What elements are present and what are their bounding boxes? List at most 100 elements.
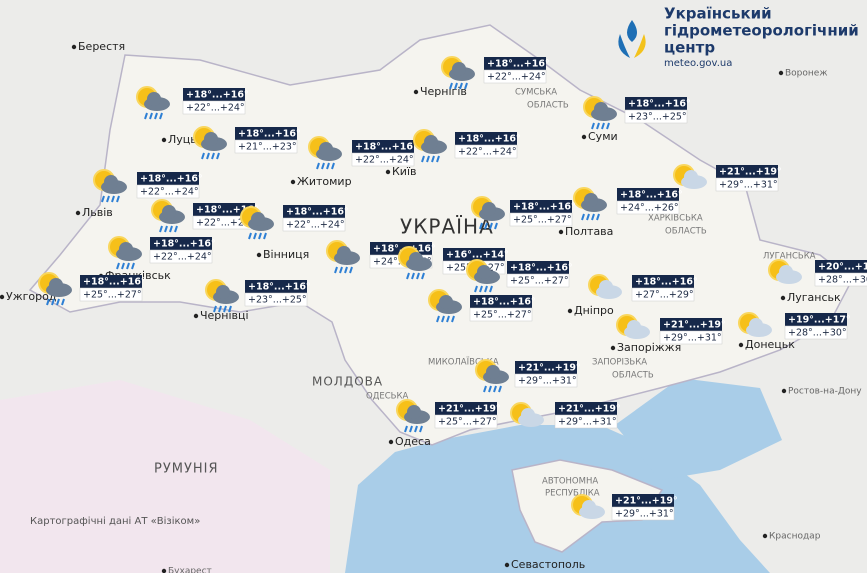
- day-temp: +25°...+27°: [513, 215, 572, 226]
- night-temp: +18°...+16°: [458, 134, 521, 145]
- rain: [131, 262, 135, 270]
- badge-day-bg: [351, 152, 415, 167]
- forecast: +19°...+17° +28°...+30°: [738, 312, 851, 340]
- badge-night-bg: [617, 188, 679, 201]
- rain: [421, 272, 425, 280]
- rain: [464, 82, 468, 90]
- night-temp: +18°...+16°: [628, 99, 691, 110]
- night-temp: +18°...+16°: [286, 207, 349, 218]
- day-temp: +22°...+24°: [153, 252, 212, 263]
- rain: [409, 425, 413, 433]
- rain: [258, 232, 262, 240]
- rain: [106, 195, 110, 203]
- badge-night-bg: [660, 318, 722, 331]
- night-temp: +21°...+19°: [719, 167, 782, 178]
- city-dot: [161, 137, 167, 143]
- rain: [101, 195, 105, 203]
- night-temp: +16°...+14°: [446, 250, 509, 261]
- day-temp: +28°...+30°: [788, 328, 847, 339]
- night-temp: +18°...+16°: [513, 202, 576, 213]
- city-label: Львів: [82, 206, 113, 219]
- rain: [404, 425, 408, 433]
- rain: [326, 162, 330, 170]
- country-label: МОЛДОВА: [312, 375, 383, 389]
- rain: [591, 122, 595, 130]
- rain: [494, 222, 498, 230]
- day-temp: +25°...+27°: [83, 290, 142, 301]
- night-temp: +20°...+18°: [818, 262, 867, 273]
- rain: [488, 385, 492, 393]
- night-temp: +18°...+16°: [140, 174, 203, 185]
- cloud: [147, 92, 161, 106]
- badge-night-bg: [555, 402, 617, 415]
- badge-night-bg: [470, 295, 532, 308]
- night-temp: +18°...+16°: [196, 205, 259, 216]
- forecast: +18°...+16° +22°...+24°: [441, 56, 550, 90]
- rain: [164, 225, 168, 233]
- day-temp: +22°...+24°: [186, 103, 245, 114]
- forecast: +18°...+16° +25°...+27°: [471, 196, 576, 230]
- city-dot: [413, 89, 419, 95]
- forecast: +21°...+19° +29°...+31°: [571, 494, 678, 521]
- cloud: [594, 102, 608, 116]
- city-label: Київ: [392, 165, 417, 178]
- rain: [51, 298, 55, 306]
- badge-night-bg: [507, 261, 569, 274]
- credit: Картографічні дані АТ «Візіком»: [30, 515, 200, 527]
- rain: [56, 298, 60, 306]
- badge-night-bg: [137, 172, 199, 185]
- city-dot: [610, 345, 616, 351]
- badge-day-bg: [483, 69, 547, 84]
- forecast: +18°...+16° +22°...+24°: [308, 136, 418, 170]
- day-temp: +29°...+31°: [518, 376, 577, 387]
- rain: [483, 385, 487, 393]
- rain: [169, 225, 173, 233]
- rain: [414, 425, 418, 433]
- rain: [248, 232, 252, 240]
- cloud: [627, 320, 641, 334]
- city-dot: [75, 210, 81, 216]
- region-label: МИКОЛАЇВСЬКА: [428, 357, 499, 368]
- badge-night-bg: [484, 57, 546, 70]
- cloud: [779, 265, 793, 279]
- rain: [116, 195, 120, 203]
- badge-night-bg: [283, 205, 345, 218]
- rain: [321, 162, 325, 170]
- day-temp: +25°...+27°: [510, 276, 569, 287]
- night-temp: +18°...+16°: [635, 277, 698, 288]
- forecast: +20°...+18° +28°...+30°: [768, 259, 867, 287]
- night-temp: +18°...+16°: [238, 129, 301, 140]
- rain: [216, 152, 220, 160]
- rain: [218, 305, 222, 313]
- badge-night-bg: [235, 127, 297, 140]
- city-dot: [581, 134, 587, 140]
- rain: [596, 122, 600, 130]
- night-temp: +21°...+19°: [438, 404, 501, 415]
- day-temp: +23°...+25°: [248, 295, 307, 306]
- rain: [498, 385, 502, 393]
- cloud: [319, 142, 333, 156]
- cloud: [582, 500, 596, 514]
- rain: [46, 298, 50, 306]
- city-dot: [71, 44, 77, 50]
- badge-night-bg: [632, 275, 694, 288]
- rain: [459, 82, 463, 90]
- city-dot: [388, 439, 394, 445]
- badge-day-bg: [506, 273, 570, 288]
- night-temp: +18°...+16°: [473, 297, 536, 308]
- rain: [111, 195, 115, 203]
- night-temp: +18°...+16°: [510, 263, 573, 274]
- night-temp: +18°...+16°: [153, 239, 216, 250]
- forecast: +18°...+16° +24°...+26°: [573, 187, 683, 221]
- rain: [446, 315, 450, 323]
- day-temp: +22°...+24°: [487, 72, 546, 83]
- badge-day-bg: [244, 292, 308, 307]
- day-temp: +22°...+24°: [286, 220, 345, 231]
- city-label: Донецьк: [745, 338, 795, 351]
- day-temp: +22°...+24°: [355, 155, 414, 166]
- cloud: [599, 280, 613, 294]
- night-temp: +18°...+16°: [620, 190, 683, 201]
- romania-area: [0, 380, 330, 573]
- badge-night-bg: [435, 402, 497, 415]
